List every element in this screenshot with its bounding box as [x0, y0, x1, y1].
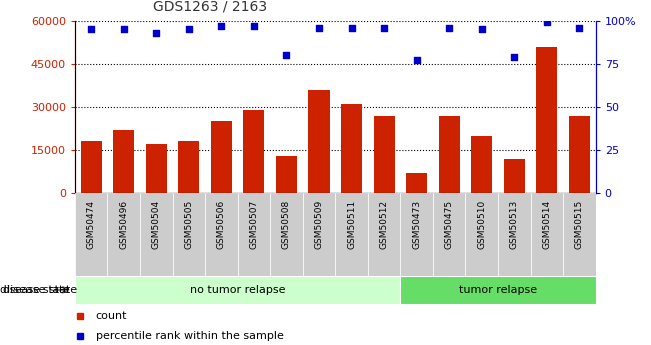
Text: no tumor relapse: no tumor relapse — [190, 285, 285, 295]
Bar — [465, 193, 498, 276]
Text: GSM50509: GSM50509 — [314, 200, 324, 249]
Bar — [146, 144, 167, 193]
Bar — [531, 193, 563, 276]
Bar — [75, 276, 400, 304]
Bar — [243, 110, 264, 193]
Point — [542, 20, 552, 25]
Text: tumor relapse: tumor relapse — [459, 285, 537, 295]
Bar — [113, 130, 134, 193]
Text: GSM50506: GSM50506 — [217, 200, 226, 249]
Text: GSM50513: GSM50513 — [510, 200, 519, 249]
Point — [477, 27, 487, 32]
Bar — [439, 116, 460, 193]
Bar — [303, 193, 335, 276]
Bar — [75, 193, 107, 276]
Text: GSM50512: GSM50512 — [380, 200, 389, 249]
Bar — [471, 136, 492, 193]
Text: GSM50515: GSM50515 — [575, 200, 584, 249]
Bar — [335, 193, 368, 276]
Bar — [368, 193, 400, 276]
Point — [346, 25, 357, 30]
Bar — [270, 193, 303, 276]
Bar — [238, 193, 270, 276]
Text: GSM50475: GSM50475 — [445, 200, 454, 249]
Bar — [211, 121, 232, 193]
Bar — [504, 159, 525, 193]
Text: GDS1263 / 2163: GDS1263 / 2163 — [153, 0, 267, 14]
Point — [574, 25, 585, 30]
Point — [411, 58, 422, 63]
Text: disease state: disease state — [3, 285, 77, 295]
Bar — [400, 193, 433, 276]
Point — [184, 27, 194, 32]
Text: GSM50496: GSM50496 — [119, 200, 128, 249]
Text: percentile rank within the sample: percentile rank within the sample — [96, 332, 284, 341]
Text: GSM50504: GSM50504 — [152, 200, 161, 249]
Bar — [400, 276, 596, 304]
Text: GSM50507: GSM50507 — [249, 200, 258, 249]
Point — [314, 25, 324, 30]
Point — [216, 23, 227, 29]
Text: GSM50510: GSM50510 — [477, 200, 486, 249]
Text: disease state: disease state — [0, 285, 70, 295]
Point — [118, 27, 129, 32]
Bar — [406, 173, 427, 193]
Point — [249, 23, 259, 29]
Point — [509, 54, 519, 60]
Text: GSM50511: GSM50511 — [347, 200, 356, 249]
Text: GSM50505: GSM50505 — [184, 200, 193, 249]
Bar — [178, 141, 199, 193]
Bar — [173, 193, 205, 276]
Point — [151, 30, 161, 36]
Text: GSM50514: GSM50514 — [542, 200, 551, 249]
Bar — [433, 193, 465, 276]
Bar — [107, 193, 140, 276]
Point — [86, 27, 96, 32]
Text: GSM50473: GSM50473 — [412, 200, 421, 249]
Point — [379, 25, 389, 30]
Bar — [341, 104, 362, 193]
Point — [281, 52, 292, 58]
Bar — [498, 193, 531, 276]
Bar — [563, 193, 596, 276]
Bar — [374, 116, 395, 193]
Bar — [309, 90, 329, 193]
Bar — [276, 156, 297, 193]
Point — [444, 25, 454, 30]
Bar — [81, 141, 102, 193]
Bar — [205, 193, 238, 276]
Text: count: count — [96, 311, 127, 321]
Bar — [569, 116, 590, 193]
Text: GSM50474: GSM50474 — [87, 200, 96, 249]
Text: GSM50508: GSM50508 — [282, 200, 291, 249]
Bar — [536, 47, 557, 193]
Bar — [140, 193, 173, 276]
